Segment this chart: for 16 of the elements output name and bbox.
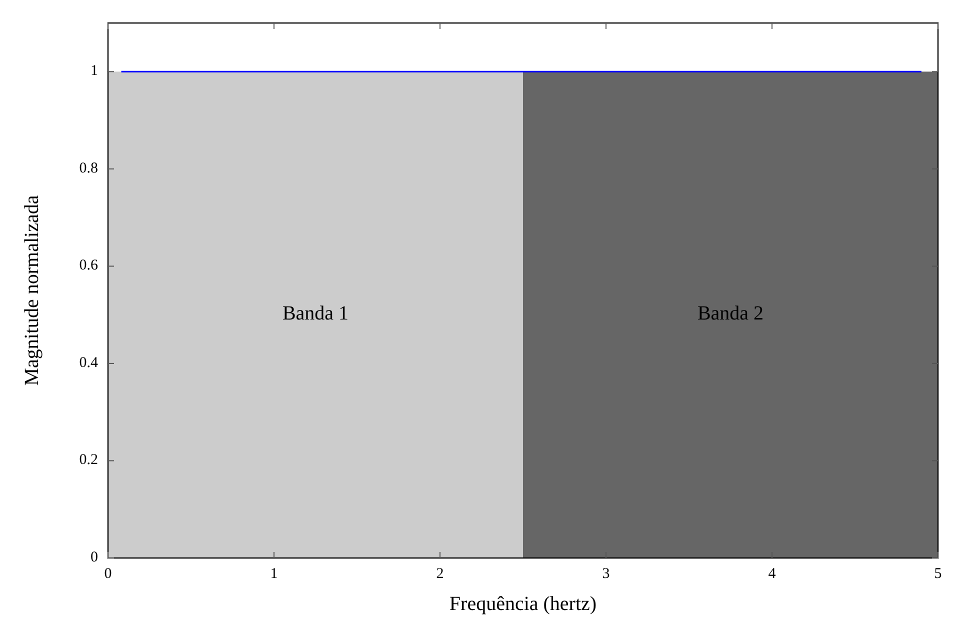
y-tick-label: 0 [90,549,98,566]
y-tick-label: 1 [90,63,98,80]
x-tick-label: 2 [436,566,444,582]
y-axis-title: Magnitude normalizada [21,195,43,386]
y-tick-label: 0.6 [79,258,98,274]
x-tick-label: 5 [934,566,942,582]
x-tick-label: 0 [104,566,112,582]
y-tick-label: 0.8 [79,160,98,176]
series-label: Banda 1 [282,302,349,324]
series-label: Banda 2 [697,302,764,324]
x-tick-label: 1 [270,566,278,582]
y-tick-label: 0.2 [79,452,98,468]
x-tick-label: 3 [602,566,610,582]
x-tick-label: 4 [768,566,776,582]
x-axis-title: Frequência (hertz) [449,593,597,615]
y-tick-label: 0.4 [79,354,98,371]
